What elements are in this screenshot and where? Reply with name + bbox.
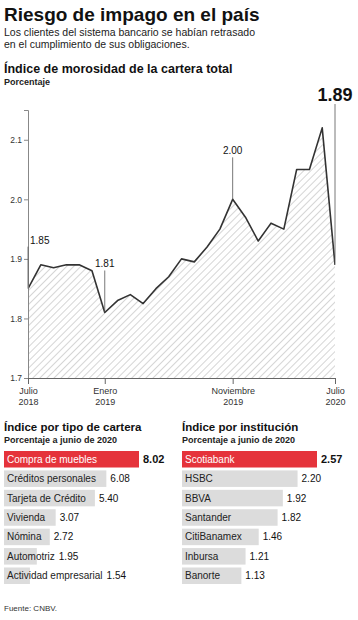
category-label: BBVA [185,493,211,504]
title: Riesgo de impago en el país [4,4,260,25]
data-labels: 1.85 1.81 2.00 1.89 [28,85,353,312]
chart-container: Riesgo de impago en el paísLos clientes … [0,0,358,620]
tick: 2.1 [10,135,28,145]
leader-line [28,247,29,289]
data-label: 6.08 [110,473,130,484]
data-label: 1.92 [287,493,307,504]
tick-label: 1.7 [10,373,22,383]
category-label: Tarjeta de Crédito [7,493,86,504]
data-label: 2.72 [54,531,74,542]
data-label: 8.02 [143,453,164,465]
tick-mark [24,378,28,379]
line [28,128,335,313]
tick-label: Julio2018 [18,386,38,406]
category-label: HSBC [185,473,213,484]
chart-subtitle: Porcentaje a junio de 2020 [182,435,295,445]
y-axis: 1.7 1.8 1.9 2.0 2.1 [10,111,28,384]
category-label: Inbursa [185,551,219,562]
x-axis: Julio2018 Enero2019 Noviembre2019 Julio2020 [18,378,345,407]
bars [4,451,139,584]
tick: Julio2020 [325,378,345,407]
bar [4,451,139,468]
tick: Enero2019 [93,378,117,407]
data-label: 1.21 [250,551,270,562]
bar [4,470,106,487]
category-label: Banorte [185,570,220,581]
data-label: 3.07 [60,512,80,523]
bar [182,548,246,565]
category-label: Actividad empresarial [7,570,103,581]
tick-mark [105,378,106,384]
tick: 1.9 [10,254,28,264]
tick-label: Enero2019 [93,386,117,406]
chart-title: Índice por institución [182,421,298,433]
tick-label: Julio2020 [325,386,345,406]
area [28,128,335,378]
category-label: Vivienda [7,512,46,523]
data-label: 5.40 [99,493,119,504]
data-label: 2.00 [223,145,243,156]
subtitle: Los clientes del sistema bancario se hab… [4,26,255,38]
data-label: 1.46 [263,531,283,542]
tick-mark [335,378,336,384]
tick: 1.7 [10,373,28,383]
bar [182,567,241,584]
tick: 2.0 [10,195,28,205]
category-label: CitiBanamex [185,531,242,542]
tick-label: 1.8 [10,314,22,324]
bar [182,490,283,507]
tick-label: 2.1 [10,135,22,145]
category-label: Scotiabank [185,454,235,465]
bar [182,470,298,487]
chart-title: Índice por tipo de cartera [4,421,142,433]
tick: 1.8 [10,314,28,324]
leader-line [232,157,233,199]
bar-labels: Compra de muebles 8.02 Créditos personales… [7,453,164,581]
tick-mark [28,378,29,384]
tick-label: 2.0 [10,195,22,205]
category-label: Compra de muebles [7,454,97,465]
axis-line [24,111,29,379]
bar [4,529,50,546]
chart-subtitle: Porcentaje [4,77,50,87]
tick-mark [24,318,28,319]
data-label: 1.89 [317,85,352,105]
data-label: 2.57 [321,453,342,465]
tick-mark [233,378,234,384]
tick: Julio2018 [18,378,38,407]
data-label: 1.13 [245,570,265,581]
tick-label: Noviembre2019 [211,386,255,406]
source: Fuente: CNBV. [4,604,57,613]
data-label: 2.20 [302,473,322,484]
data-label: 1.54 [107,570,127,581]
bar-labels: Scotiabank 2.57 HSBC 2.20 BBVA 1.92 Santander 1… [185,453,342,581]
chart-subtitle: Porcentaje a junio de 2020 [4,435,117,445]
tick-mark [24,199,28,200]
leader-line [335,104,336,265]
leader-line [104,270,105,312]
axis-line [29,379,336,385]
infographic: Riesgo de impago en el paísLos clientes … [0,0,358,620]
category-label: Santander [185,512,232,523]
data-label: 1.95 [59,551,79,562]
bar [182,451,317,468]
bar [182,529,259,546]
chart-title: Índice de morosidad de la cartera total [4,61,233,76]
data-label: 1.85 [30,235,50,246]
data-label: 1.81 [95,258,115,269]
bar [4,490,95,507]
bar [182,509,278,526]
category-label: Nómina [7,531,42,542]
bars [182,451,317,584]
tick: Noviembre2019 [211,378,255,407]
tick-label: 1.9 [10,254,22,264]
category-label: Créditos personales [7,473,96,484]
category-label: Automotriz [7,551,55,562]
tick-mark [24,259,28,260]
subtitle: en el cumplimiento de sus obligaciones. [4,38,190,50]
tick-mark [24,140,28,141]
data-label: 1.82 [282,512,302,523]
plot-area [28,128,335,378]
bar [4,509,56,526]
